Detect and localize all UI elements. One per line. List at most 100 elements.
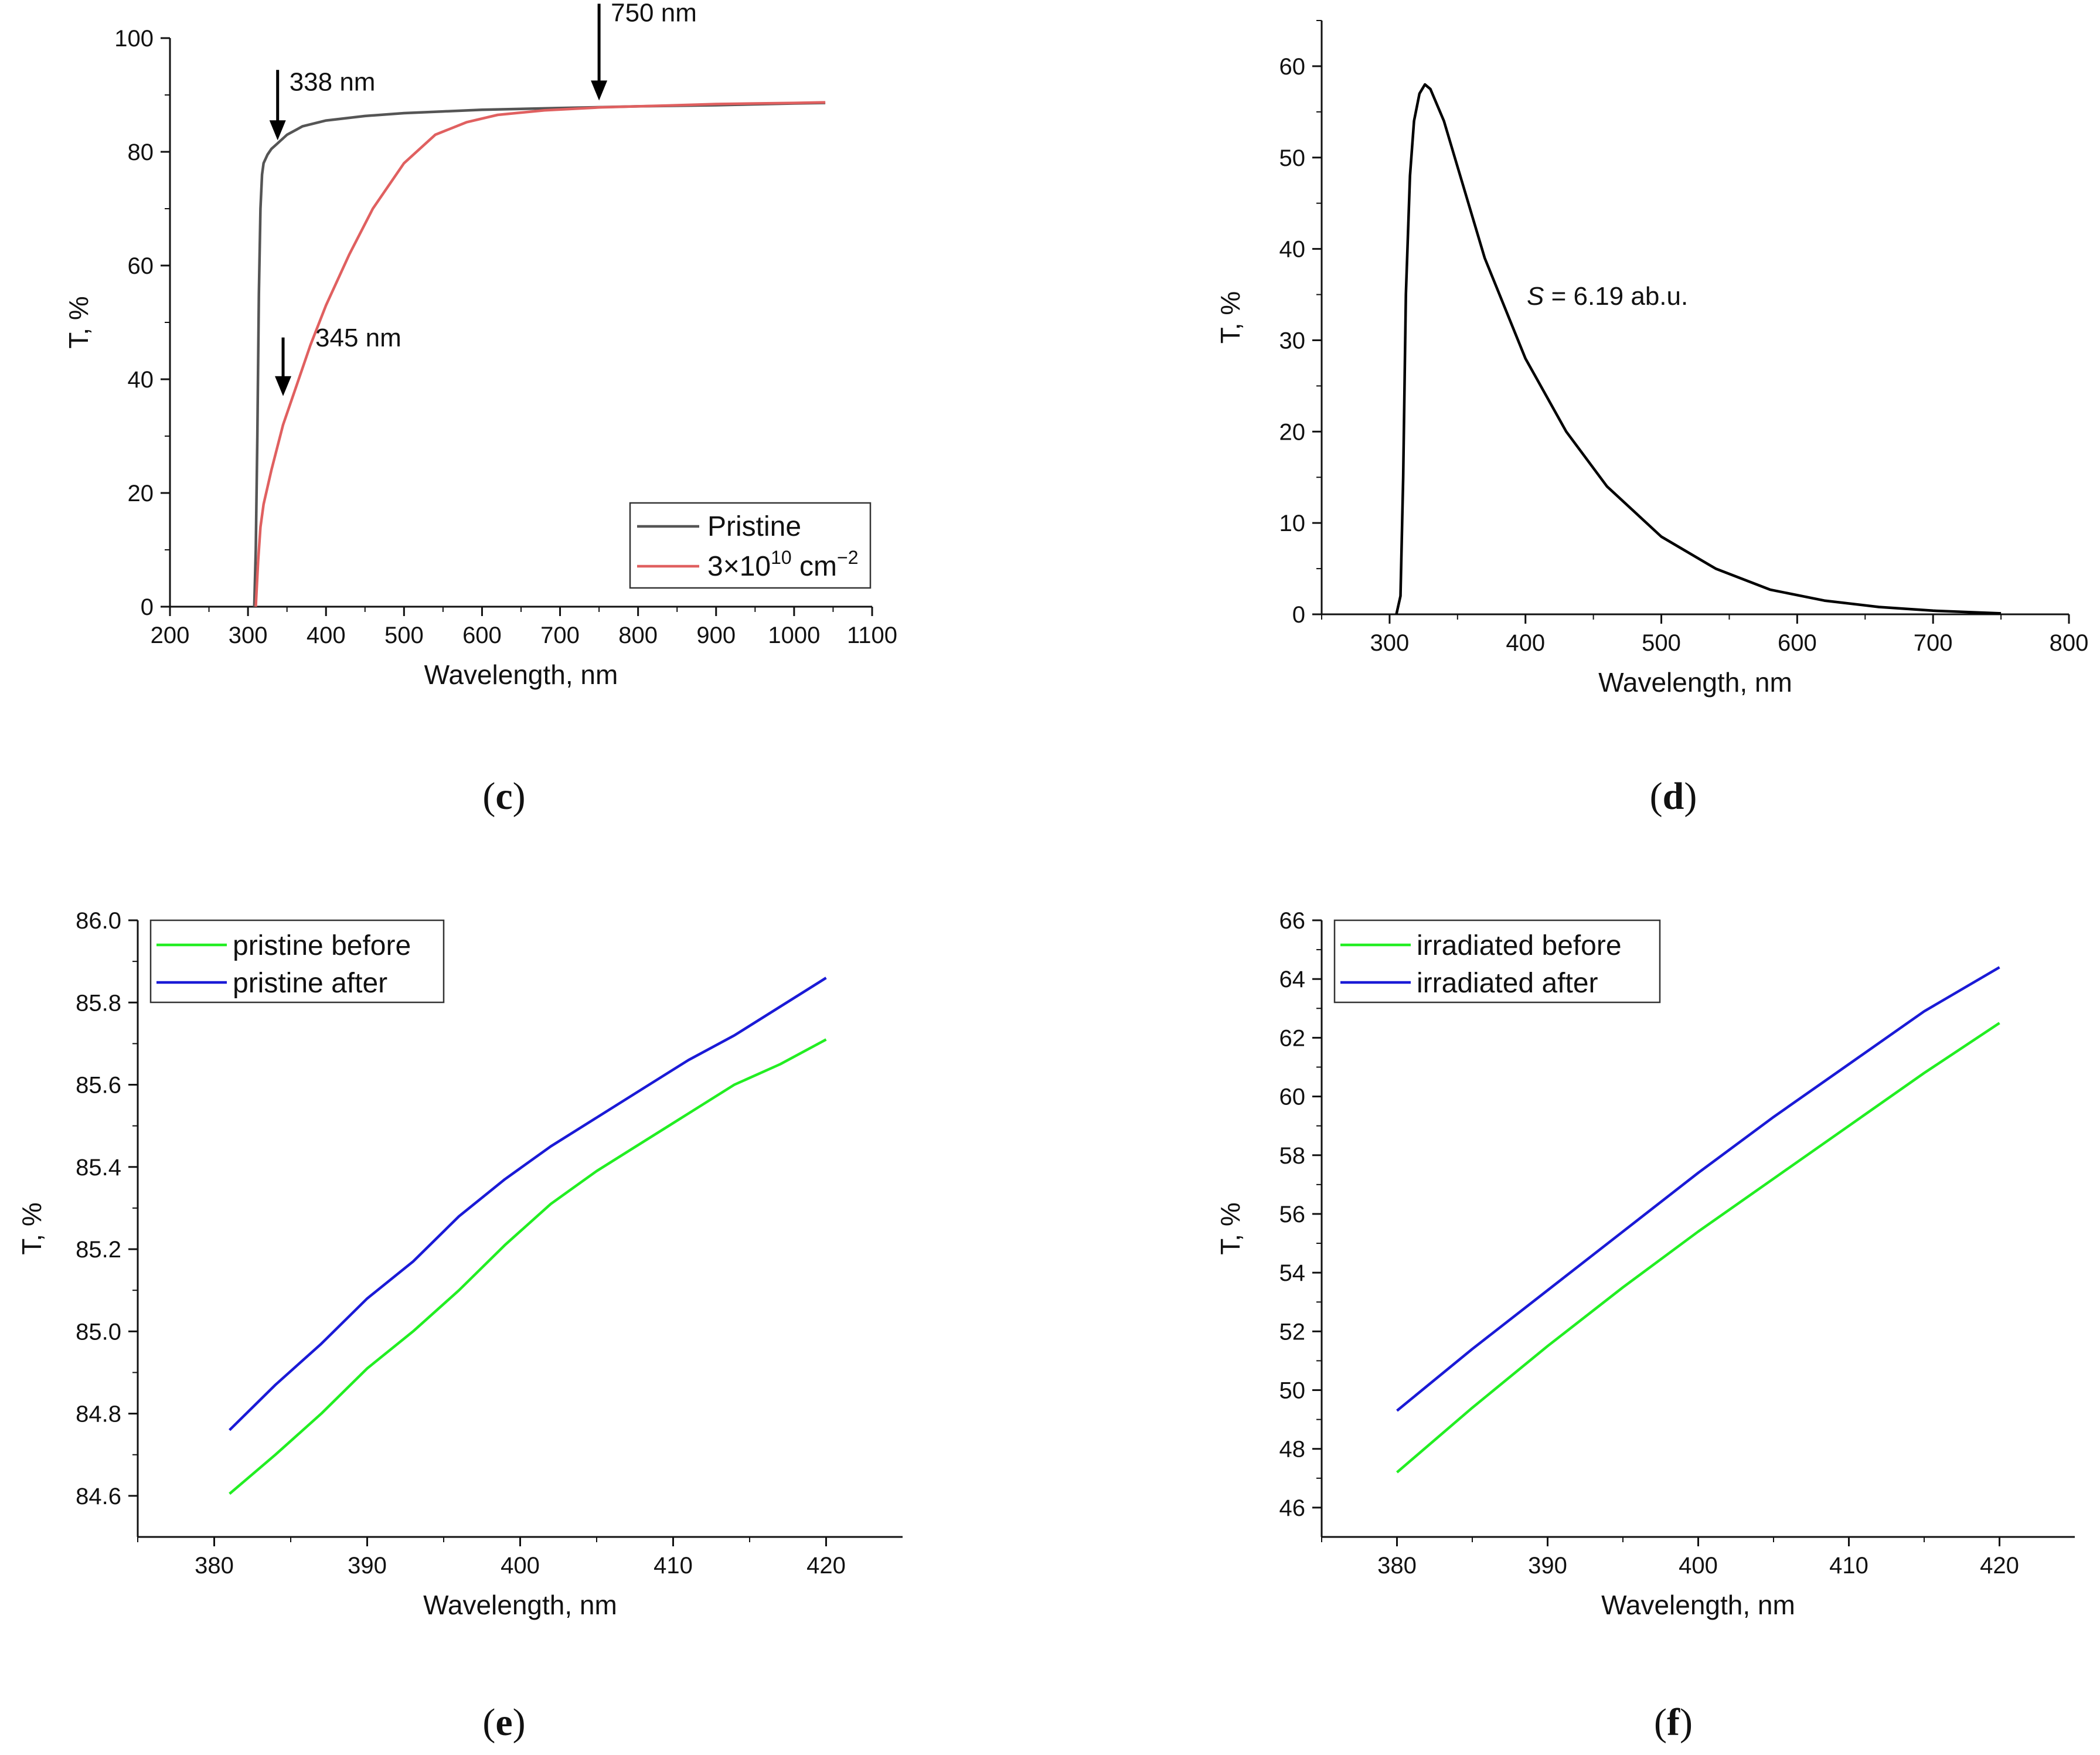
y-axis-title: T, % [16,1202,47,1254]
x-axis-title: Wavelength, nm [424,659,618,690]
panel-label: (e) [482,1701,525,1744]
x-tick-label: 400 [1506,630,1545,656]
chart-panel-e: 380 390 400 410 420 84.6 84.8 85.0 85.2 85.4 85.6 8… [16,908,903,1744]
y-tick-label: 64 [1279,967,1306,992]
y-axis-title: T, % [1215,1202,1245,1254]
legend-label: irradiated after [1417,968,1598,999]
panel-paren-close: ) [513,775,526,818]
panel-paren-open: ( [482,775,495,818]
y-tick-label: 85.4 [76,1155,121,1181]
y-tick-label: 80 [128,140,154,165]
x-axis-title: Wavelength, nm [423,1590,617,1620]
y-tick-label: 60 [128,253,154,279]
y-tick-label: 85.2 [76,1237,121,1263]
area-annotation: S = 6.19 ab.u. [1527,282,1688,311]
y-tick-label: 85.6 [76,1073,121,1098]
panel-paren-close: ) [513,1701,526,1744]
x-tick-label: 500 [384,623,424,648]
x-tick-label: 420 [806,1553,846,1579]
y-tick-label: 20 [128,481,154,506]
x-tick-label: 380 [1377,1553,1417,1579]
panel-letter: e [495,1701,512,1744]
x-tick-label: 300 [1370,630,1410,656]
y-tick-label: 86.0 [76,908,121,934]
y-tick-label: 0 [141,594,154,620]
area-symbol: S [1527,282,1544,311]
y-tick-label: 60 [1279,54,1306,80]
x-tick-label: 300 [229,623,268,648]
annotation-arrowhead [275,376,292,396]
x-tick-label: 400 [501,1553,540,1579]
annotation-label: 345 nm [315,324,401,352]
chart-panel-c: 200 300 400 500 600 700 800 900 1000 1100 0 20 40 60 8… [63,0,897,818]
x-tick-label: 1000 [768,623,820,648]
x-tick-label: 700 [540,623,580,648]
y-tick-label: 84.8 [76,1402,121,1427]
x-tick-label: 200 [151,623,190,648]
legend-box [149,919,445,1004]
x-tick-label: 410 [1829,1553,1868,1579]
y-axis-title: T, % [63,296,94,348]
series-line-pristine-after [229,977,827,1431]
x-tick-label: 400 [307,623,346,648]
panel-paren-close: ) [1684,775,1697,818]
x-tick-label: 800 [2050,630,2089,656]
legend-box [1333,919,1661,1004]
legend-label: Pristine [707,511,801,542]
y-tick-label: 10 [1279,511,1306,536]
x-tick-label: 800 [618,623,658,648]
x-tick-label: 380 [195,1553,234,1579]
chart-panel-d: 300 400 500 600 700 800 0 10 20 30 40 50 60 Wavelengt… [1215,20,2089,818]
y-tick-label: 52 [1279,1319,1306,1345]
legend-label-unit-exp: −2 [837,547,858,568]
y-tick-label: 66 [1279,908,1306,934]
y-tick-label: 85.0 [76,1319,121,1345]
series-line-irradiated-after [1396,966,2000,1412]
legend-label: irradiated before [1417,930,1622,961]
annotation-arrowhead [269,120,286,141]
y-tick-label: 84.6 [76,1484,121,1509]
legend-label: pristine after [233,968,387,999]
y-tick-label: 46 [1279,1495,1306,1521]
y-tick-label: 30 [1279,328,1306,353]
y-tick-label: 40 [1279,237,1306,263]
y-tick-label: 0 [1292,602,1305,628]
y-tick-label: 48 [1279,1437,1306,1462]
y-tick-label: 50 [1279,145,1306,171]
legend-label-exp: 10 [771,547,792,568]
y-tick-label: 56 [1279,1202,1306,1227]
legend-label: pristine before [233,930,411,961]
series-line-irradiated-before [1396,1022,2000,1474]
x-tick-label: 1100 [847,623,897,648]
x-axis-title: Wavelength, nm [1598,667,1792,698]
annotation-arrowhead [591,80,608,101]
panel-letter: c [495,775,512,818]
x-tick-label: 410 [654,1553,693,1579]
x-tick-label: 420 [1980,1553,2019,1579]
x-tick-label: 600 [1778,630,1817,656]
legend-box [629,502,872,589]
panel-paren-open: ( [1650,775,1663,818]
x-tick-label: 390 [1528,1553,1567,1579]
x-tick-label: 600 [462,623,502,648]
series-line-series-0 [1395,83,2002,615]
x-tick-label: 400 [1679,1553,1718,1579]
x-tick-label: 900 [696,623,736,648]
y-tick-label: 60 [1279,1084,1306,1110]
series-line-pristine-before [229,1038,827,1495]
panel-paren-open: ( [482,1701,495,1744]
panel-label: (d) [1650,775,1697,818]
y-tick-label: 58 [1279,1143,1306,1169]
y-axis-title: T, % [1215,291,1245,343]
y-tick-label: 50 [1279,1378,1306,1404]
chart-panel-f: 380 390 400 410 420 46 48 50 52 54 56 58 60 62 64 66 Wav… [1215,908,2075,1744]
legend-label: 3×1010 cm−2 [707,547,859,582]
x-tick-label: 700 [1914,630,1953,656]
annotation-label: 338 nm [290,67,376,96]
panel-letter: d [1663,775,1684,818]
legend-label-base: 3×10 [707,551,771,582]
area-value: = 6.19 ab.u. [1544,282,1688,311]
legend-label-unit: cm [792,551,837,582]
panel-letter: f [1667,1701,1680,1744]
